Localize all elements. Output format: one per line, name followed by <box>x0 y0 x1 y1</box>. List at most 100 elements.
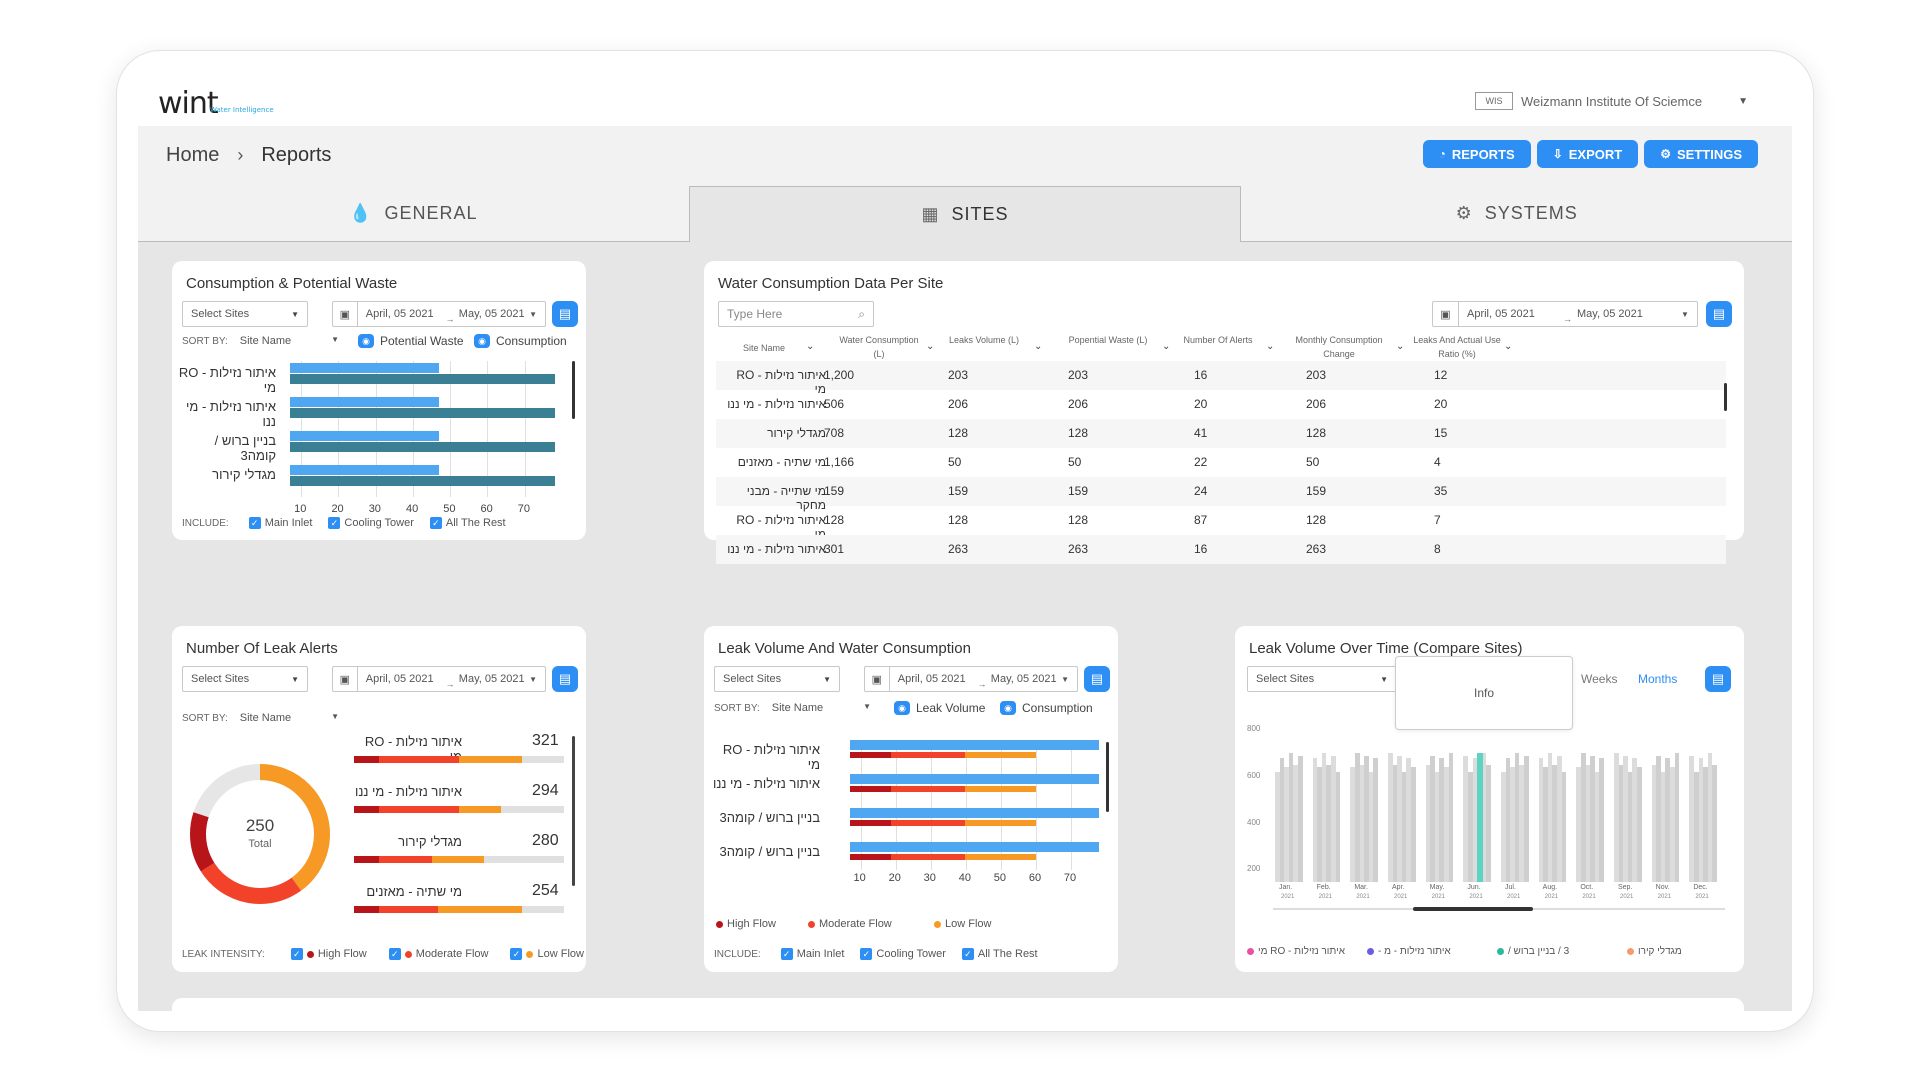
leak-alert-count: 294 <box>532 782 559 799</box>
column-header[interactable]: Leaks And Actual Use Ratio (%) ⌄ <box>1412 333 1512 361</box>
pdf-download-button[interactable]: ▤ <box>1084 666 1110 692</box>
leak-alerts-card: Number Of Leak Alerts Select Sites ▼ ▣ Ap… <box>172 626 586 972</box>
gear-icon: ⚙ <box>1660 147 1671 161</box>
all-the-rest-checkbox[interactable]: ✓ All The Rest <box>961 948 1038 960</box>
x-tick-label: 60 <box>1028 872 1042 884</box>
date-range-picker[interactable]: ▣ April, 05 2021 → May, 05 2021 ▼ <box>864 666 1078 692</box>
sort-by-dropdown[interactable]: Site Name ▼ <box>772 702 871 714</box>
date-range-picker[interactable]: ▣ April, 05 2021 → May, 05 2021 ▼ <box>332 666 546 692</box>
months-toggle[interactable]: Months <box>1638 672 1678 686</box>
pdf-download-button[interactable]: ▤ <box>1706 301 1732 327</box>
y-tick-label: 200 <box>1247 864 1261 874</box>
consumption-toggle[interactable]: ◉ Consumption <box>474 334 567 348</box>
sort-by-dropdown[interactable]: Site Name ▼ <box>240 335 339 347</box>
highlighted-bar[interactable] <box>1477 753 1484 882</box>
category-label: בניין ברוש / קומה3 <box>719 844 820 859</box>
category-label: איתור נזילות - מי ננו <box>186 399 276 429</box>
table-row[interactable]: איתור נזילות - RO מי 128 128 128 87 128 7 <box>716 506 1726 541</box>
pdf-download-button[interactable]: ▤ <box>1705 666 1731 692</box>
leak-volume-bar <box>850 808 1099 818</box>
grid-line <box>487 361 489 497</box>
donut-total-label: Total <box>248 838 272 850</box>
reports-button[interactable]: ◔ REPORTS <box>1422 140 1531 168</box>
select-sites-dropdown[interactable]: Select Sites ▼ <box>182 301 308 327</box>
monthly-bar <box>1359 765 1365 882</box>
leak-track <box>522 906 564 913</box>
low-flow-segment <box>965 854 1036 860</box>
monthly-bar <box>1434 772 1440 882</box>
moderate-flow-checkbox[interactable]: ✓ Moderate Flow <box>388 948 488 960</box>
potential-waste-toggle[interactable]: ◉ Potential Waste <box>358 334 464 348</box>
monthly-bar <box>1275 772 1280 882</box>
table-cell: 50 <box>1068 455 1082 469</box>
tab-systems[interactable]: ⚙ SYSTEMS <box>1241 186 1792 242</box>
chevron-down-icon: ⌄ <box>806 341 815 352</box>
leak-volume-toggle[interactable]: ◉ Leak Volume <box>894 701 985 715</box>
monthly-bar <box>1674 753 1680 882</box>
date-range-picker[interactable]: ▣ April, 05 2021 → May, 05 2021 ▼ <box>332 301 546 327</box>
weeks-toggle[interactable]: Weeks <box>1581 672 1618 686</box>
column-header[interactable]: Popential Waste (L) ⌄ <box>1056 333 1171 352</box>
search-icon: ⌕ <box>858 306 865 321</box>
list-scrollbar[interactable] <box>572 736 575 886</box>
table-cell: 128 <box>1068 513 1089 527</box>
table-row[interactable]: איתור נזילות - מי ננו 301 263 263 16 263 8 <box>716 535 1726 564</box>
checkbox-label: Main Inlet <box>796 948 845 960</box>
date-range-picker[interactable]: ▣ April, 05 2021 → May, 05 2021 ▼ <box>1432 301 1698 327</box>
select-sites-dropdown[interactable]: Select Sites ▼ <box>182 666 308 692</box>
grid-line <box>965 740 967 870</box>
table-row[interactable]: איתור נזילות - מי ננו 506 206 206 20 206 20 <box>716 390 1726 419</box>
y-tick-label: 800 <box>1247 724 1261 733</box>
pdf-download-button[interactable]: ▤ <box>552 666 578 692</box>
consumption-toggle[interactable]: ◉ Consumption <box>1000 701 1093 715</box>
table-scrollbar[interactable] <box>1724 383 1727 411</box>
chart-scrollbar[interactable] <box>1106 742 1109 812</box>
tab-general[interactable]: 💧 GENERAL <box>138 186 689 242</box>
all-the-rest-checkbox[interactable]: ✓ All The Rest <box>429 517 506 529</box>
select-sites-dropdown[interactable]: Select Sites ▼ <box>1247 666 1397 692</box>
monthly-bar <box>1444 767 1449 882</box>
pdf-icon: ▤ <box>1712 306 1726 321</box>
column-header[interactable]: Leaks Volume (L) ⌄ <box>936 333 1042 352</box>
table-search-input[interactable]: Type Here ⌕ <box>718 301 874 327</box>
year-label: 2021 <box>1544 894 1559 900</box>
main-inlet-checkbox[interactable]: ✓ Main Inlet <box>780 948 845 960</box>
table-row[interactable]: מגדלי קירור 708 128 128 41 128 15 <box>716 419 1726 448</box>
monthly-bar <box>1627 772 1633 882</box>
table-row[interactable]: איתור נזילות - RO מי 1,200 203 203 16 203 12 <box>716 361 1726 396</box>
x-tick-label: 20 <box>888 872 901 884</box>
column-header-label: Monthly Consumption Change <box>1295 335 1383 359</box>
table-cell: מי שתייה - מבני מחקר <box>746 484 826 512</box>
select-sites-dropdown[interactable]: Select Sites ▼ <box>714 666 840 692</box>
pdf-download-button[interactable]: ▤ <box>552 301 578 327</box>
export-button[interactable]: ⇩ EXPORT <box>1536 140 1639 168</box>
low-flow-checkbox[interactable]: ✓ Low Flow <box>510 948 584 960</box>
main-inlet-checkbox[interactable]: ✓ Main Inlet <box>248 517 312 529</box>
breadcrumb-home[interactable]: Home <box>166 144 220 166</box>
timeline-scrollbar[interactable] <box>1413 907 1533 911</box>
content-area: Consumption & Potential Waste Select Sit… <box>138 242 1792 1011</box>
monthly-bar <box>1557 755 1562 882</box>
high-flow-checkbox[interactable]: ✓ High Flow <box>290 948 367 960</box>
organization-selector[interactable]: WIS Weizmann Institute Of Sciemce ▼ <box>1474 92 1748 110</box>
app-logo[interactable]: wint Water Intelligence <box>158 86 274 121</box>
year-label: 2021 <box>1620 894 1634 900</box>
settings-button[interactable]: ⚙ SETTINGS <box>1644 140 1758 168</box>
chevron-down-icon: ⌄ <box>1396 341 1405 352</box>
sort-by-dropdown[interactable]: Site Name ▼ <box>240 712 339 724</box>
chart-scrollbar[interactable] <box>572 361 575 419</box>
tab-sites[interactable]: ▦ SITES <box>688 186 1242 242</box>
table-row[interactable]: מי שתייה - מבני מחקר 159 159 159 24 159 35 <box>716 477 1726 512</box>
table-row[interactable]: מי שתיה - מאזנים 1,166 50 50 22 50 4 <box>716 448 1726 477</box>
cooling-tower-checkbox[interactable]: ✓ Cooling Tower <box>328 517 414 529</box>
chevron-down-icon: ▼ <box>1738 95 1748 107</box>
column-header[interactable]: Water Consumption (L) ⌄ <box>834 333 934 361</box>
y-tick-label: 400 <box>1247 817 1261 827</box>
column-header-label: Number Of Alerts <box>1183 335 1253 345</box>
column-header[interactable]: Number Of Alerts ⌄ <box>1172 333 1274 352</box>
high-flow-segment <box>850 786 891 792</box>
column-header[interactable]: Monthly Consumption Change ⌄ <box>1284 333 1404 361</box>
leak-intensity-segment <box>379 806 459 813</box>
cooling-tower-checkbox[interactable]: ✓ Cooling Tower <box>860 948 946 960</box>
column-header[interactable]: Site Name ⌄ <box>724 341 814 355</box>
